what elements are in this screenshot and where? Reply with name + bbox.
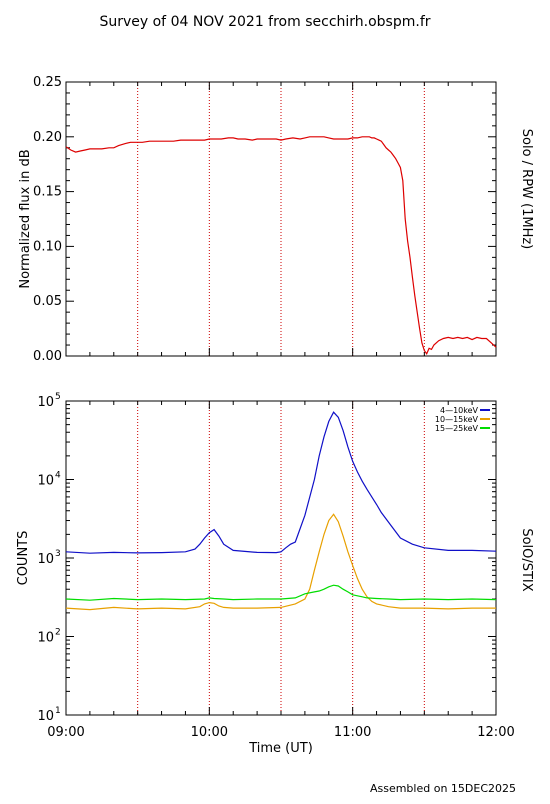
y-tick-label: 10 <box>37 709 54 724</box>
y-tick-exponent: 1 <box>55 706 61 716</box>
chart-title: Survey of 04 NOV 2021 from secchirh.obsp… <box>99 14 430 30</box>
stix-right-label: SolO/STIX <box>519 528 534 591</box>
y-tick-label: 10 <box>37 395 54 410</box>
stix-series-line-1 <box>65 513 496 611</box>
legend-label: 10—15keV <box>435 415 479 424</box>
x-tick-label: 11:00 <box>334 725 371 740</box>
y-tick-label: 10 <box>37 474 54 489</box>
y-tick-label: 0.05 <box>33 294 62 309</box>
stix-y-axis-label: COUNTS <box>16 531 31 586</box>
y-tick-label: 0.15 <box>33 185 62 200</box>
rpw-flux-line <box>65 136 497 356</box>
x-tick-label: 09:00 <box>47 725 84 740</box>
stix-series-line-0 <box>65 411 497 554</box>
y-tick-label: 0.20 <box>33 130 62 145</box>
rpw-right-label: Solo / RPW (1MHz) <box>519 129 534 250</box>
y-tick-label: 0.10 <box>33 239 62 254</box>
y-tick-exponent: 5 <box>55 392 61 402</box>
x-tick-label: 12:00 <box>477 725 514 740</box>
y-tick-exponent: 4 <box>55 471 61 481</box>
x-axis-label: Time (UT) <box>248 741 313 756</box>
stix-series-line-2 <box>65 584 497 601</box>
rpw-y-axis-label: Normalized flux in dB <box>18 149 33 288</box>
y-tick-label: 10 <box>37 552 54 567</box>
rpw-plot-frame <box>65 81 497 357</box>
x-tick-label: 10:00 <box>191 725 228 740</box>
legend-label: 15—25keV <box>435 424 479 433</box>
y-tick-label: 10 <box>37 631 54 646</box>
footer-assembled: Assembled on 15DEC2025 <box>370 782 516 795</box>
y-tick-label: 0.00 <box>33 349 62 364</box>
legend-label: 4—10keV <box>440 406 479 415</box>
y-tick-exponent: 2 <box>55 628 61 638</box>
rpw-panel: 0.00 0.05 0.10 0.15 0.20 0.25 Normalized flux… <box>18 75 534 364</box>
y-tick-label: 0.25 <box>33 75 62 90</box>
y-tick-exponent: 3 <box>55 549 61 559</box>
